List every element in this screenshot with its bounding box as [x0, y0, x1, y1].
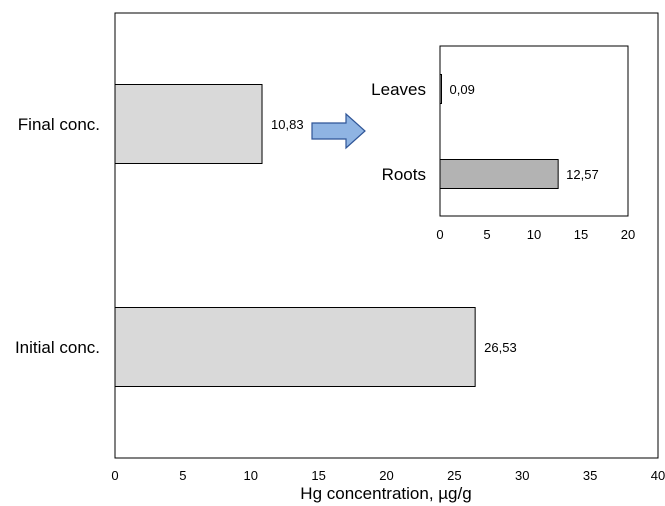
main-x-tick-label: 40 — [651, 468, 665, 483]
inset-plot-frame — [439, 45, 629, 217]
main-category-label-initial-conc: Initial conc. — [15, 338, 100, 357]
inset-data-label-roots: 12,57 — [566, 167, 599, 182]
x-axis-title: Hg concentration, µg/g — [300, 484, 471, 503]
main-x-tick-label: 30 — [515, 468, 529, 483]
main-x-tick-label: 35 — [583, 468, 597, 483]
inset-x-tick-label: 0 — [436, 227, 443, 242]
main-data-label-final-conc: 10,83 — [271, 117, 304, 132]
main-category-label-final-conc: Final conc. — [18, 115, 100, 134]
inset-x-tick-label: 20 — [621, 227, 635, 242]
inset-data-label-leaves: 0,09 — [450, 82, 475, 97]
right-arrow-icon — [311, 112, 366, 150]
main-x-tick-label: 10 — [244, 468, 258, 483]
inset-category-label-leaves: Leaves — [371, 80, 426, 99]
inset-x-tick-label: 15 — [574, 227, 588, 242]
inset-bar-leaves — [439, 74, 442, 104]
inset-chart: 0,09 Leaves 12,57 Roots 0 5 10 15 20 — [371, 45, 635, 242]
main-x-tick-label: 0 — [111, 468, 118, 483]
inset-category-label-roots: Roots — [382, 165, 426, 184]
main-data-label-initial-conc: 26,53 — [484, 340, 517, 355]
main-x-tick-label: 25 — [447, 468, 461, 483]
main-bar-final-conc — [114, 84, 263, 164]
main-bar-initial-conc — [114, 307, 476, 387]
inset-bar-roots — [439, 159, 559, 189]
main-x-tick-label: 20 — [379, 468, 393, 483]
main-x-tick-label: 15 — [311, 468, 325, 483]
inset-x-tick-label: 10 — [527, 227, 541, 242]
inset-x-tick-label: 5 — [483, 227, 490, 242]
main-x-tick-label: 5 — [179, 468, 186, 483]
